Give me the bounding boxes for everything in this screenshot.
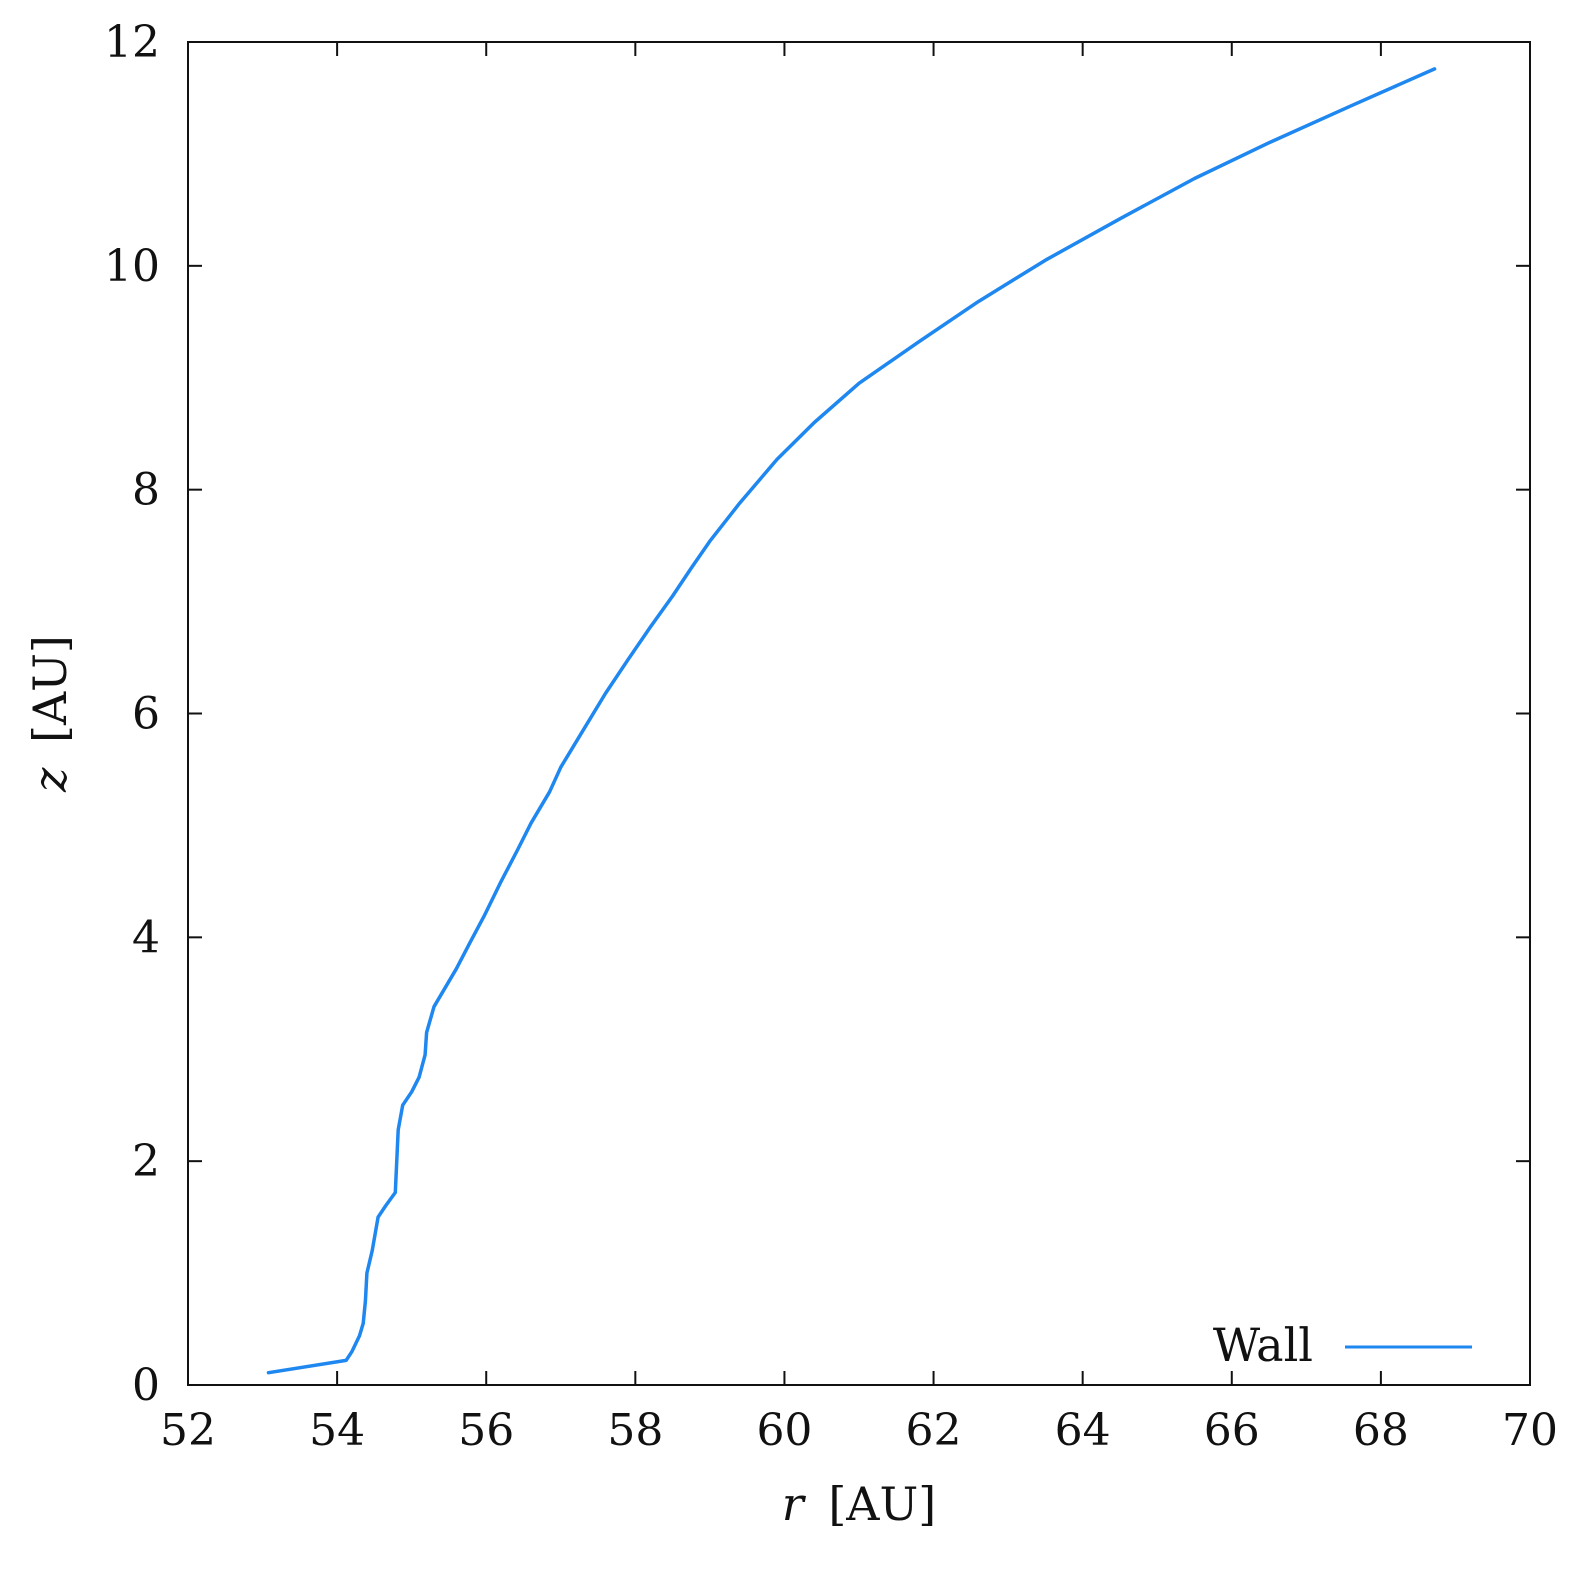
series-line-wall	[266, 67, 1437, 1375]
y-tick-label: 0	[132, 1360, 160, 1411]
y-axis-unit: [AU]	[23, 635, 77, 743]
y-tick-label: 4	[132, 912, 160, 963]
x-axis-unit: [AU]	[828, 1477, 936, 1531]
x-tick-label: 70	[1502, 1405, 1558, 1456]
svg-text:z [AU]: z [AU]	[23, 635, 77, 793]
x-tick-label: 66	[1204, 1405, 1260, 1456]
x-axis-variable: r	[782, 1477, 807, 1531]
x-tick-label: 58	[607, 1405, 663, 1456]
x-tick-label: 54	[309, 1405, 365, 1456]
y-tick-label: 6	[132, 689, 160, 740]
x-axis-label: r [AU]	[782, 1477, 937, 1531]
x-tick-label: 52	[160, 1405, 216, 1456]
y-axis-variable: z	[23, 767, 77, 793]
y-tick-label: 8	[132, 465, 160, 516]
x-tick-label: 60	[756, 1405, 812, 1456]
x-tick-label: 68	[1353, 1405, 1409, 1456]
svg-text:r [AU]: r [AU]	[782, 1477, 937, 1531]
legend-label-wall: Wall	[1213, 1318, 1313, 1372]
series-layer	[266, 67, 1437, 1375]
x-tick-label: 62	[906, 1405, 962, 1456]
legend: Wall	[1213, 1318, 1472, 1372]
x-tick-label: 56	[458, 1405, 514, 1456]
x-tick-label: 64	[1055, 1405, 1111, 1456]
y-tick-label: 10	[104, 241, 160, 292]
y-tick-label: 2	[132, 1136, 160, 1187]
y-axis-label: z [AU]	[23, 635, 77, 793]
plot-frame	[187, 41, 1531, 1386]
y-tick-label: 12	[104, 17, 160, 68]
